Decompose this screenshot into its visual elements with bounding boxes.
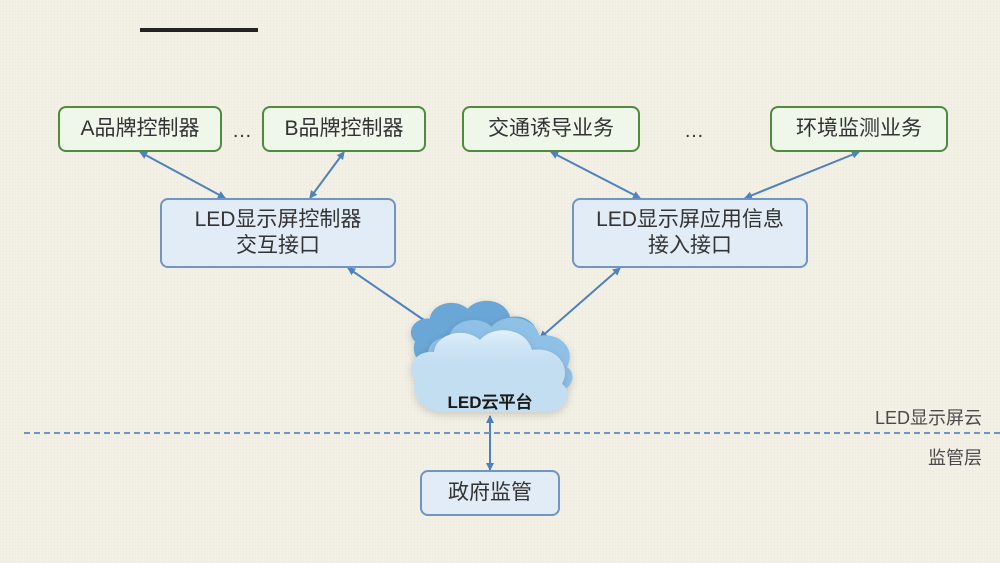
- ellipsis-0: …: [232, 120, 254, 143]
- cloud-platform: LED云平台: [400, 300, 580, 420]
- arrow-2: [551, 152, 640, 198]
- node-gov: 政府监管: [420, 470, 560, 516]
- layer-label-above: LED显示屏云: [875, 404, 982, 430]
- node-b_brand: B品牌控制器: [262, 106, 426, 152]
- ellipsis-1: …: [684, 120, 706, 143]
- node-a_brand: A品牌控制器: [58, 106, 222, 152]
- node-env: 环境监测业务: [770, 106, 948, 152]
- node-label: 政府监管: [448, 480, 532, 506]
- layer-divider: [24, 432, 1000, 434]
- node-label: LED显示屏应用信息 接入接口: [596, 207, 784, 260]
- cloud-label: LED云平台: [400, 388, 580, 413]
- node-app_if: LED显示屏应用信息 接入接口: [572, 198, 808, 268]
- arrow-0: [140, 152, 225, 198]
- node-label: B品牌控制器: [284, 116, 403, 142]
- diagram-stage: A品牌控制器 B品牌控制器 交通诱导业务 环境监测业务 LED显示屏控制器 交互接口 LE…: [0, 0, 1000, 563]
- node-label: 环境监测业务: [796, 116, 922, 142]
- node-traffic: 交通诱导业务: [462, 106, 640, 152]
- node-label: LED显示屏控制器 交互接口: [195, 207, 362, 260]
- node-label: 交通诱导业务: [488, 116, 614, 142]
- node-label: A品牌控制器: [80, 116, 199, 142]
- arrow-1: [310, 152, 344, 198]
- arrow-3: [745, 152, 859, 198]
- layer-label-below: 监管层: [928, 444, 982, 470]
- node-ctrl_if: LED显示屏控制器 交互接口: [160, 198, 396, 268]
